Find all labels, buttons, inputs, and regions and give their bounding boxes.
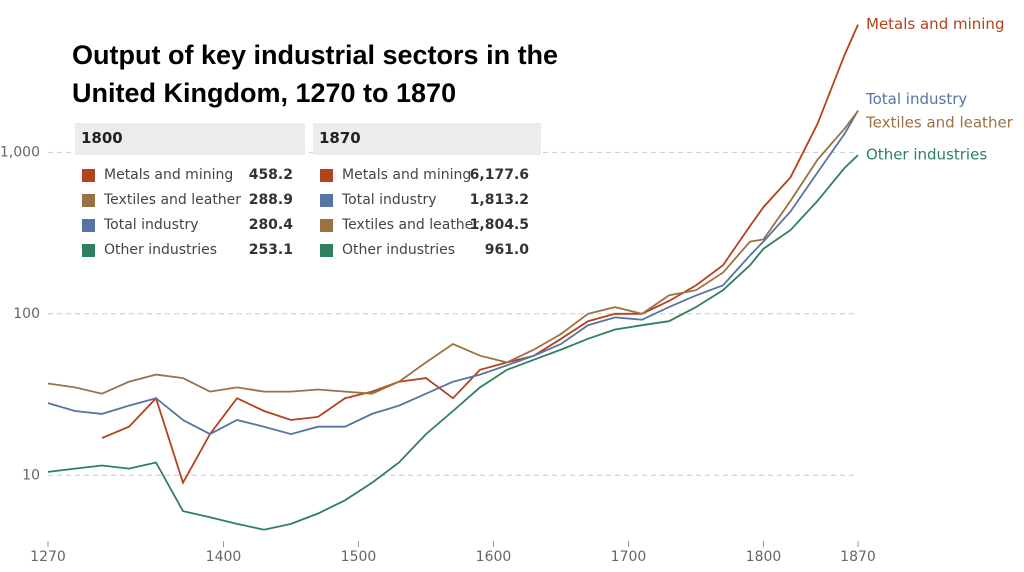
series-line xyxy=(47,110,859,436)
x-tick-label: 1500 xyxy=(341,549,377,565)
row-value: 1,804.5 xyxy=(469,217,529,233)
row-name: Total industry xyxy=(342,192,437,208)
series-line xyxy=(47,154,859,531)
tooltip-row: Other industries 253.1 xyxy=(75,238,305,263)
tooltip-table: 1870 Metals and mining 6,177.6 Total indust… xyxy=(313,123,541,263)
tooltip-row: Textiles and leather 1,804.5 xyxy=(313,213,541,238)
y-tick-label: 100 xyxy=(13,306,40,322)
series-label: Textiles and leather xyxy=(865,113,1014,131)
series-label: Other industries xyxy=(866,146,987,164)
tooltip-row: Other industries 961.0 xyxy=(313,238,541,263)
row-name: Other industries xyxy=(342,242,456,258)
tooltip-row: Metals and mining 458.2 xyxy=(75,163,305,188)
chart-title: Output of key industrial sectors in the … xyxy=(72,40,559,108)
series-line xyxy=(101,24,859,485)
tooltip-table: 1800 Metals and mining 458.2 Textiles and l… xyxy=(75,123,305,263)
x-tick-label: 1600 xyxy=(476,549,512,565)
tooltip-title: 1870 xyxy=(313,123,541,155)
x-tick-label: 1700 xyxy=(611,549,647,565)
swatch xyxy=(82,219,95,232)
tooltip-row: Total industry 280.4 xyxy=(75,213,305,238)
y-tick-label: 1,000 xyxy=(0,144,40,160)
swatch xyxy=(82,194,95,207)
tooltip-title: 1800 xyxy=(75,123,305,155)
y-tick-label: 10 xyxy=(22,467,40,483)
row-value: 288.9 xyxy=(248,192,293,208)
swatch xyxy=(320,219,333,232)
row-name: Metals and mining xyxy=(342,167,472,183)
series-label: Total industry xyxy=(865,90,967,108)
row-value: 6,177.6 xyxy=(469,167,529,183)
row-name: Total industry xyxy=(104,217,199,233)
swatch xyxy=(320,169,333,182)
tooltip-row: Textiles and leather 288.9 xyxy=(75,188,305,213)
swatch xyxy=(320,194,333,207)
x-tick-label: 1400 xyxy=(206,549,242,565)
row-value: 280.4 xyxy=(248,217,293,233)
row-name: Metals and mining xyxy=(104,167,234,183)
swatch xyxy=(82,169,95,182)
row-value: 961.0 xyxy=(484,242,529,258)
row-name: Textiles and leather xyxy=(342,217,480,233)
series-line xyxy=(47,110,859,395)
tooltip-row: Total industry 1,813.2 xyxy=(313,188,541,213)
x-tick-label: 1800 xyxy=(746,549,782,565)
row-value: 253.1 xyxy=(248,242,293,258)
swatch xyxy=(320,244,333,257)
tooltip-body: Metals and mining 458.2 Textiles and leath… xyxy=(75,155,305,263)
x-tick-label: 1870 xyxy=(840,549,876,565)
row-name: Other industries xyxy=(104,242,218,258)
swatch xyxy=(82,244,95,257)
x-tick-label: 1270 xyxy=(30,549,66,565)
tooltip-row: Metals and mining 6,177.6 xyxy=(313,163,541,188)
row-value: 1,813.2 xyxy=(469,192,529,208)
row-value: 458.2 xyxy=(248,167,293,183)
series-label: Metals and mining xyxy=(866,15,1004,33)
row-name: Textiles and leather xyxy=(104,192,242,208)
tooltip-body: Metals and mining 6,177.6 Total industry 1,… xyxy=(313,155,541,263)
